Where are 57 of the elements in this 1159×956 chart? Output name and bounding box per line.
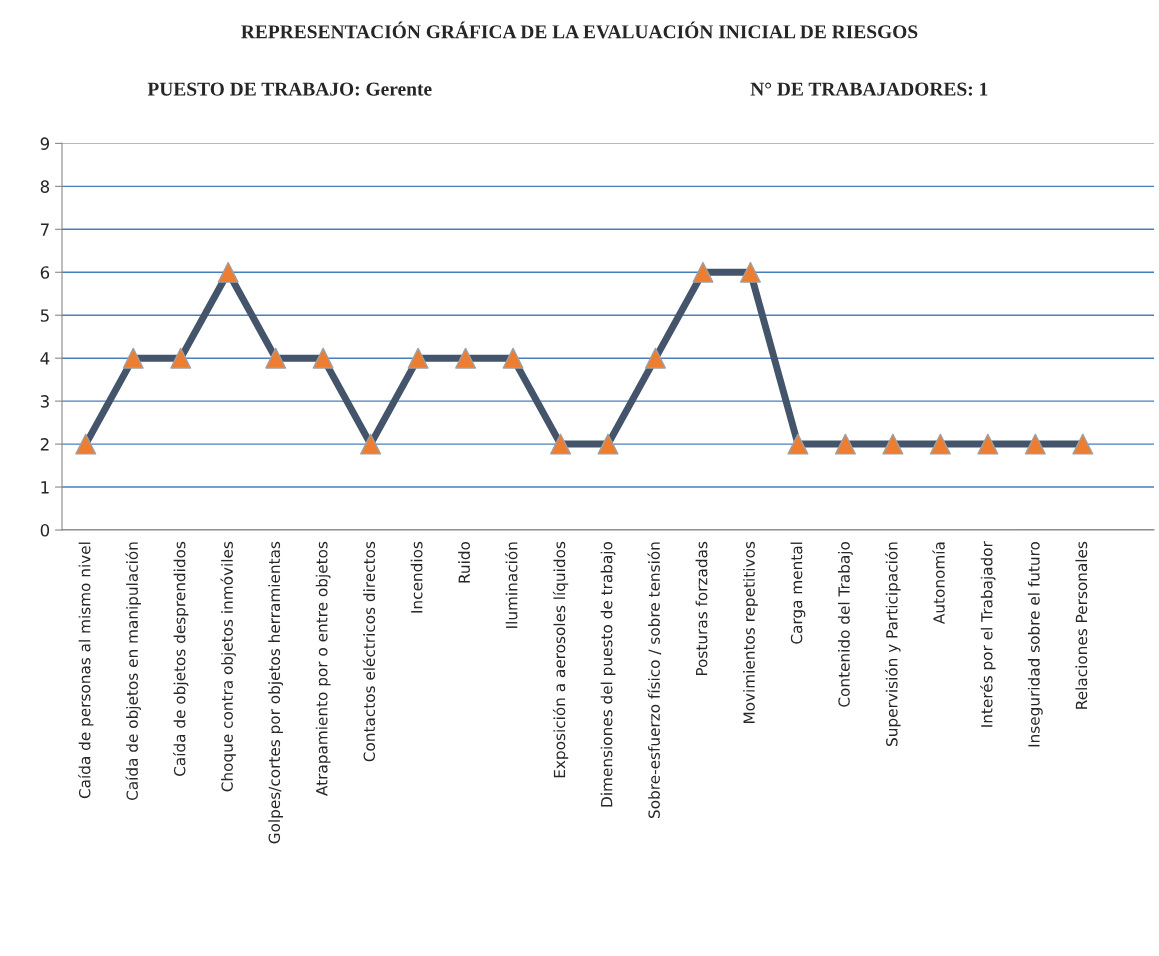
point [455,347,477,369]
point [170,347,192,369]
x-tick-label: Interés por el Trabajador [980,541,996,727]
point [1024,433,1046,455]
y-tick-label: 6 [40,266,50,279]
x-tick-label: Atrapamiento por o entre objetos [315,541,331,796]
y-tick-label: 5 [40,309,49,322]
point [312,347,334,369]
x-tick-label: Posturas forzadas [695,541,708,676]
y-tick-label: 0 [40,523,50,537]
point [834,433,856,455]
y-tick-label: 4 [40,352,50,365]
y-tick-label: 9 [40,137,50,150]
x-tick-label: Inseguridad sobre el futuro [1027,541,1043,747]
point [597,433,619,455]
point [692,261,714,283]
y-tick-label: 1 [41,481,49,494]
text: N° DE TRABAJADORES: 1 [750,82,988,96]
x-tick-label: Carga mental [790,542,806,644]
y-tick-label: 3 [40,395,49,408]
point [360,433,382,455]
y-tick-label: 7 [40,223,49,236]
x-tick-label: Supervisión y Participación [885,542,901,746]
point [407,347,429,369]
point [882,433,904,455]
point [122,347,144,369]
x-tick-label: Golpes/cortes por objetos herramientas [268,541,284,844]
x-tick-label: Caída de objetos en manipulación [125,542,141,801]
chart-subtitle: PUESTO DE TRABAJO: Gerente [147,82,432,96]
x-tick-label: Caída de objetos desprendidos [173,541,189,776]
x-tick-label: Dimensiones del puesto de trabajo [600,541,616,807]
x-tick-label: Ruido [458,541,471,583]
x-tick-label: Sobre-esfuerzo físico / sobre tensión [647,542,662,818]
x-tick-label: Exposición a aerosoles líquidos [552,541,569,778]
x-tick-label: Movimientos repetitivos [743,541,758,724]
x-tick-label: Relaciones Personales [1075,541,1088,709]
point [977,433,999,455]
point [644,347,667,369]
point [265,347,287,369]
point [75,433,97,455]
point [217,261,239,283]
y-tick-label: 8 [40,180,50,193]
point [1072,433,1094,455]
point [739,261,761,283]
x-tick-label: Iluminación [505,542,518,628]
x-tick-label: Caída de personas al mismo nivel [78,542,94,799]
x-tick-label: Choque contra objetos inmóviles [220,541,236,792]
point [502,347,524,369]
x-tick-label: Autonomía [932,542,945,624]
x-tick-label: Incendios [410,541,423,613]
point [787,433,809,455]
y-tick-label: 2 [40,438,49,451]
x-tick-label: Contenido del Trabajo [838,541,853,707]
point [550,433,572,455]
x-tick-label: Contactos eléctricos directos [362,541,376,762]
point [929,433,951,455]
chart-title: REPRESENTACIÓN GRÁFICA DE LA EVALUACIÓN INICIAL DE RIESGOS [241,21,918,39]
